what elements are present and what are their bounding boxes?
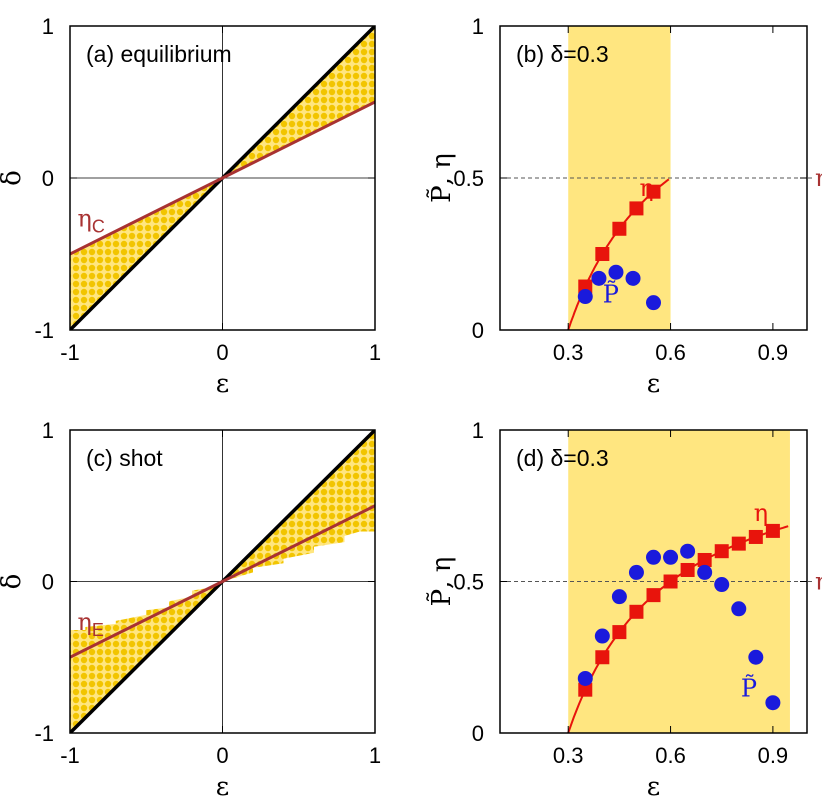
power-point [577, 289, 593, 305]
y-tick-label: -1 [34, 721, 54, 746]
power-point [577, 670, 593, 686]
panel-d: ηE η P̃ 0.3 0.6 0.9 0 0.5 1 ε P̃, η (d) δ=0.3 [426, 418, 822, 802]
bound-label: ηE [815, 568, 822, 600]
panel-title: (c) shot [86, 445, 163, 471]
y-tick-label: 0 [472, 318, 484, 343]
eta-point [680, 562, 695, 577]
x-tick-label: 0.6 [655, 340, 686, 365]
eta-point [748, 529, 763, 544]
efficiency-line-label: ηC [78, 205, 105, 237]
x-tick-label: 0.6 [655, 743, 686, 768]
y-axis-label: P̃, η [426, 153, 457, 203]
x-tick-label: 1 [369, 743, 381, 768]
power-point [765, 695, 781, 711]
eta-point [663, 574, 678, 589]
eta-point [646, 588, 661, 603]
y-axis-label: δ [0, 574, 27, 590]
x-axis-label: ε [647, 772, 660, 802]
x-tick-label: 0.3 [553, 743, 584, 768]
power-point [591, 270, 607, 286]
efficiency-line [70, 100, 375, 256]
x-tick-label: -1 [60, 743, 80, 768]
y-tick-label: 0 [42, 570, 54, 595]
x-tick-label: 1 [369, 340, 381, 365]
efficiency-line [70, 504, 375, 659]
x-tick-label: 0 [216, 743, 228, 768]
efficiency-line-label: ηE [78, 608, 104, 640]
x-tick-label: 0 [216, 340, 228, 365]
x-tick-label: -1 [60, 340, 80, 365]
eta-point [697, 552, 712, 567]
power-point [611, 589, 627, 605]
power-point [714, 577, 730, 593]
y-tick-label: 0.5 [453, 166, 484, 191]
eta-series-label: η [754, 499, 768, 527]
x-tick-label: 0.9 [758, 340, 789, 365]
eta-point [629, 604, 644, 619]
panel-b: ηC η P̃ 0.3 0.6 0.9 0 0.5 1 ε P̃, η (b) δ=0.3 [426, 14, 822, 399]
panel-c: ηE -1 0 1 -1 0 1 ε δ (c) shot [0, 418, 381, 802]
power-point [628, 564, 644, 580]
y-axis-label: δ [0, 170, 27, 186]
power-series-label: P̃ [603, 280, 619, 308]
x-tick-label: 0.9 [758, 743, 789, 768]
bound-label: ηC [815, 164, 822, 196]
power-point [680, 543, 696, 559]
power-series-label: P̃ [741, 674, 757, 702]
y-tick-label: -1 [34, 318, 54, 343]
eta-series-label: η [639, 174, 653, 202]
eta-point [578, 682, 593, 697]
y-axis-label: P̃, η [426, 557, 457, 607]
power-point [748, 649, 764, 665]
eta-point [612, 625, 627, 640]
y-tick-label: 1 [42, 14, 54, 39]
x-axis-label: ε [647, 369, 660, 399]
y-tick-label: 1 [472, 14, 484, 39]
y-tick-label: 0.5 [453, 570, 484, 595]
x-tick-label: 0.3 [553, 340, 584, 365]
y-tick-label: 1 [42, 418, 54, 443]
panel-title: (a) equilibrium [86, 41, 232, 67]
panel-title: (d) δ=0.3 [516, 445, 609, 471]
eta-point [765, 523, 780, 538]
eta-point [612, 221, 627, 236]
eta-point [731, 536, 746, 551]
power-point [608, 264, 624, 280]
power-point [625, 270, 641, 286]
y-tick-label: 0 [42, 166, 54, 191]
panel-a: ηC -1 0 1 -1 0 1 ε δ (a) equilibrium [0, 14, 381, 399]
eta-point [629, 201, 644, 216]
x-axis-label: ε [216, 772, 229, 802]
eta-point [714, 544, 729, 559]
power-point [697, 564, 713, 580]
power-point [646, 549, 661, 565]
y-tick-label: 1 [472, 418, 484, 443]
power-point [646, 295, 661, 311]
eta-point [646, 184, 661, 199]
power-point [663, 549, 679, 565]
y-tick-label: 0 [472, 721, 484, 746]
eta-point [595, 247, 610, 261]
x-axis-label: ε [216, 369, 229, 399]
eta-point [595, 650, 610, 665]
power-point [594, 628, 610, 644]
power-point [731, 601, 747, 617]
panel-title: (b) δ=0.3 [516, 41, 609, 67]
